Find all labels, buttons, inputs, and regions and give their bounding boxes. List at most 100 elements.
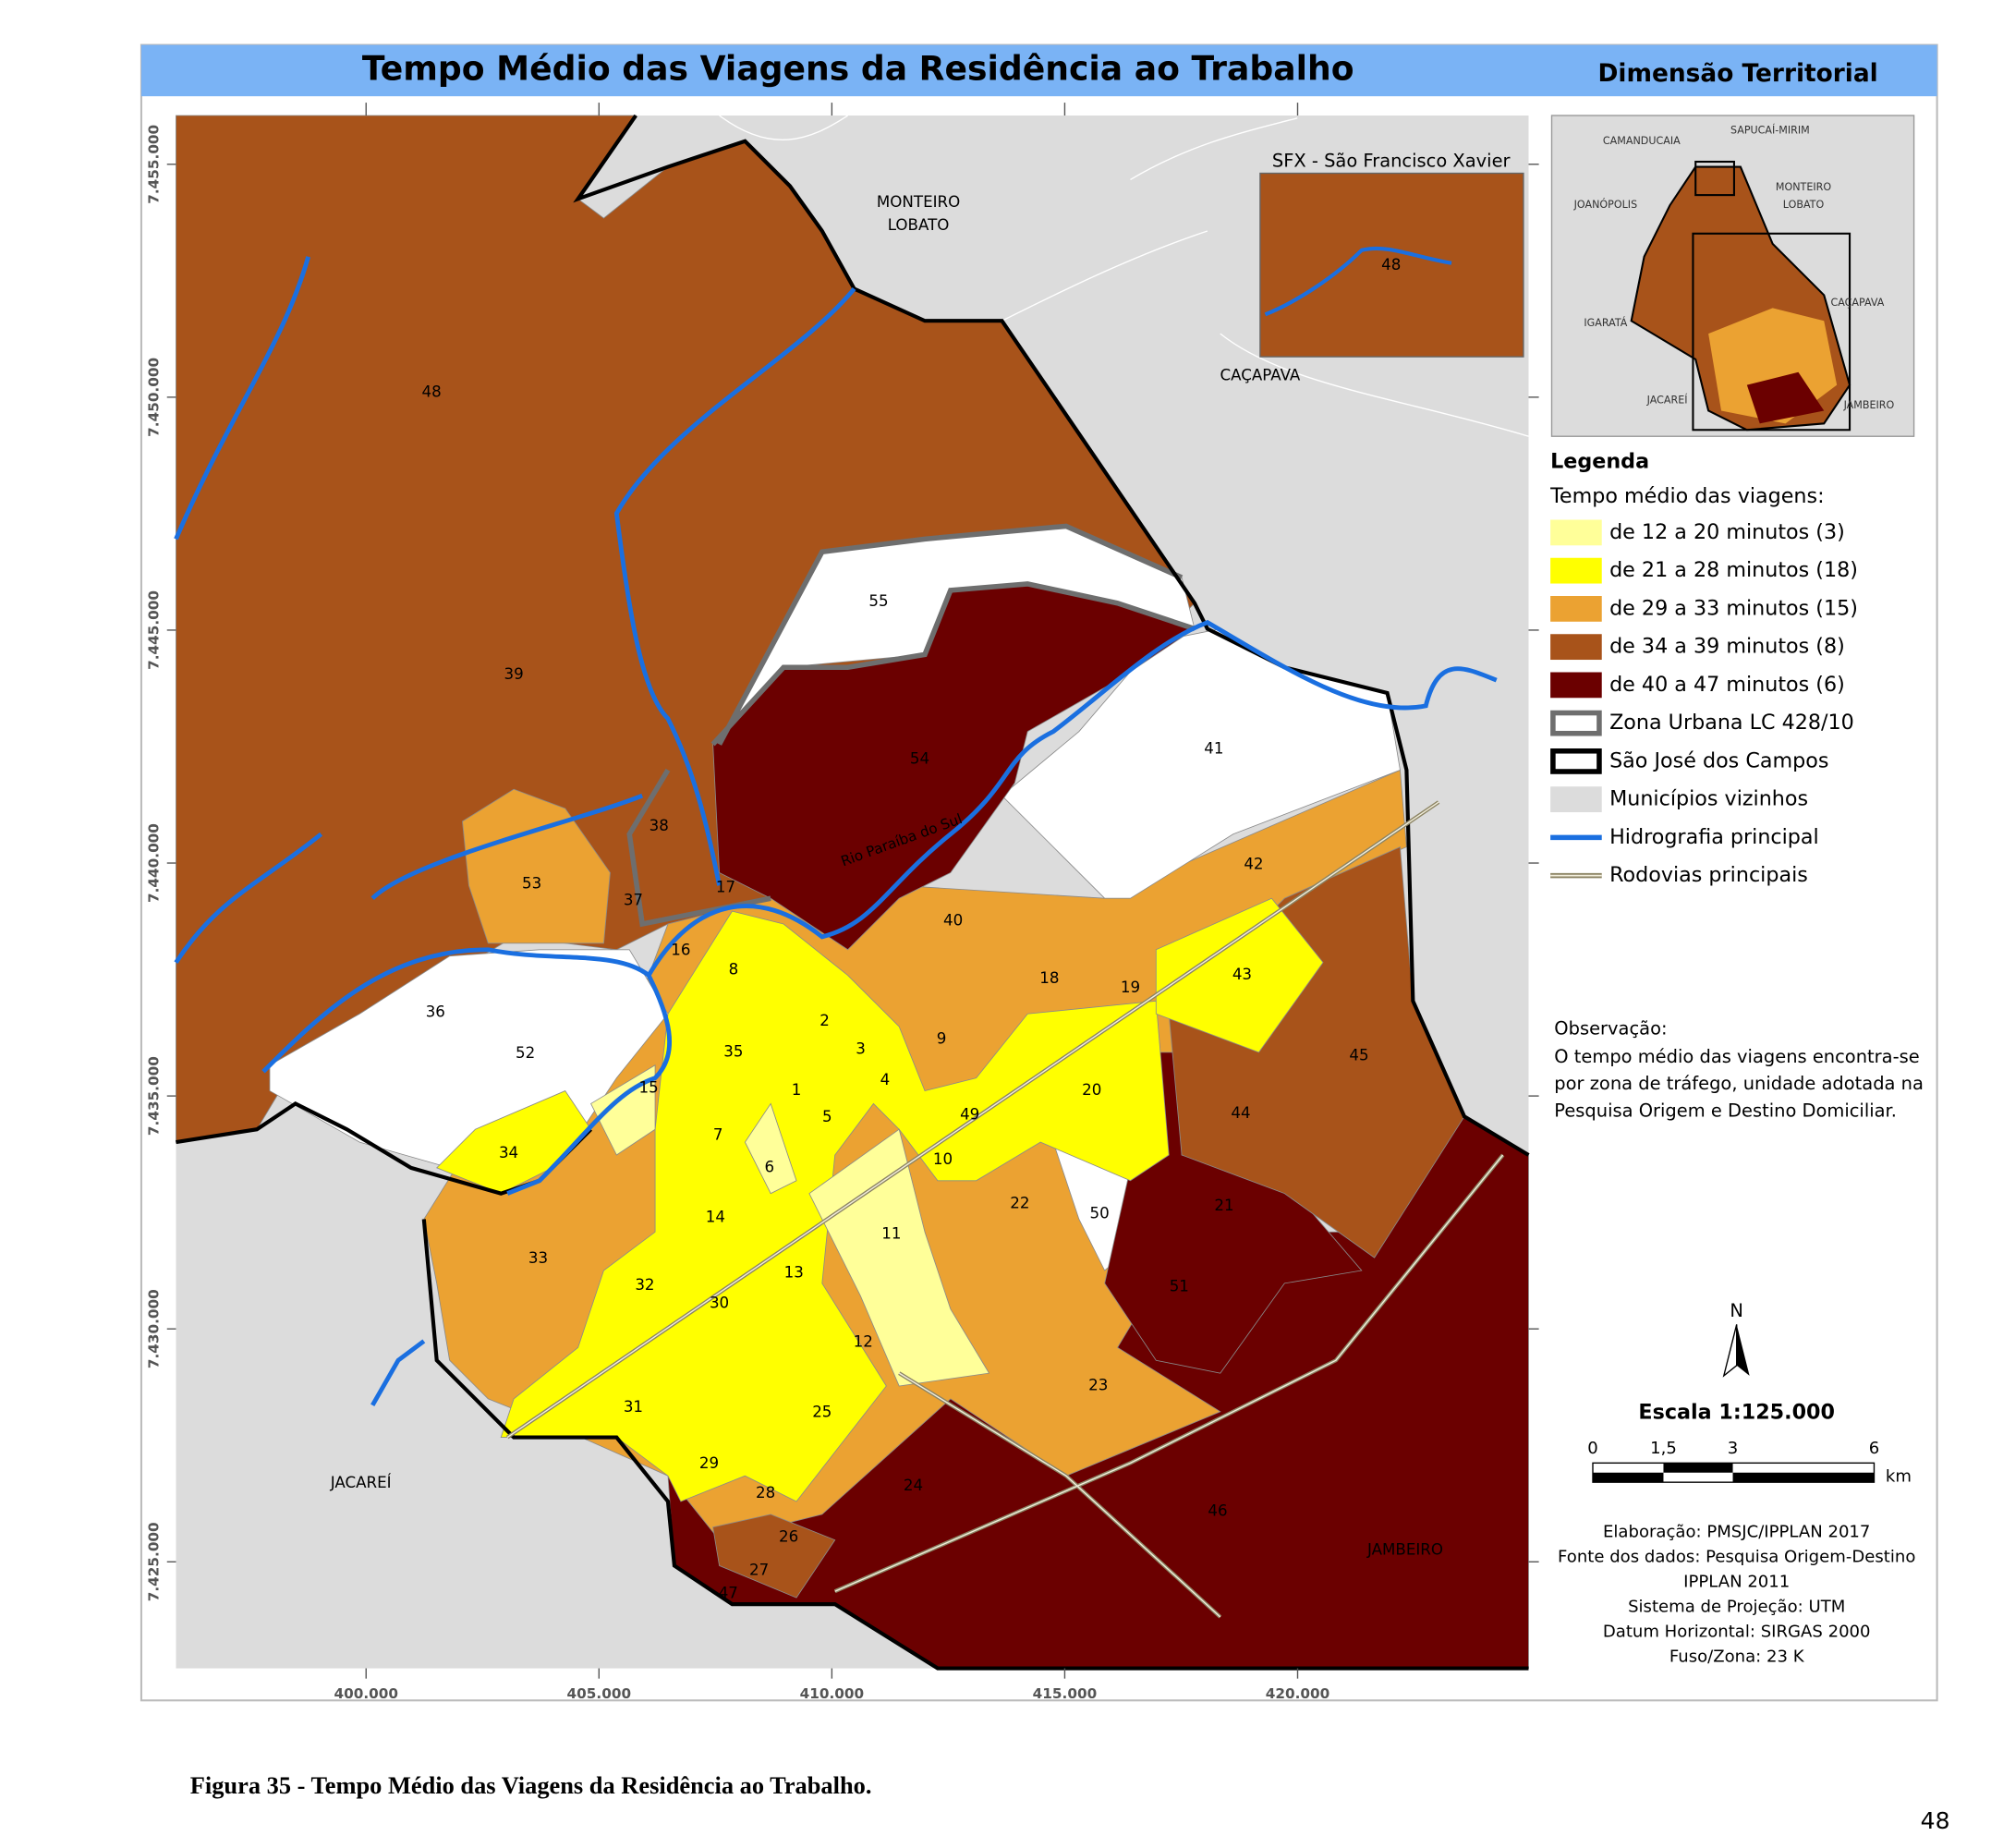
legend-label: Municípios vizinhos <box>1609 787 1808 811</box>
legend-label: de 12 a 20 minutos (3) <box>1609 520 1845 544</box>
legend-swatch <box>1550 596 1602 622</box>
place-label: MONTEIRO <box>877 193 960 211</box>
x-coordinate-label: 410.000 <box>800 1685 865 1702</box>
scale-tick: 0 <box>1587 1439 1597 1458</box>
zone-label: 46 <box>1208 1502 1227 1520</box>
zone-label: 41 <box>1204 740 1223 758</box>
zone-label: 29 <box>699 1454 719 1472</box>
legend-label: Zona Urbana LC 428/10 <box>1609 711 1854 735</box>
page-number: 48 <box>1921 1807 1950 1834</box>
zone-label: 35 <box>723 1042 743 1060</box>
note-title: Observação: <box>1554 1017 1667 1039</box>
zone-label: 37 <box>624 892 643 909</box>
zone-label: 34 <box>499 1144 518 1161</box>
legend-label: São José dos Campos <box>1609 748 1828 772</box>
zone-label: 24 <box>904 1477 923 1494</box>
place-label: CAÇAPAVA <box>1220 366 1300 383</box>
legend-subtitle: Tempo médio das viagens: <box>1549 484 1824 508</box>
zone-label: 50 <box>1090 1204 1110 1222</box>
x-coordinate-label: 400.000 <box>334 1685 398 1702</box>
map-title: Tempo Médio das Viagens da Residência ao… <box>362 48 1354 88</box>
zone-label: 1 <box>792 1081 802 1099</box>
zone-label: 53 <box>522 874 541 892</box>
zone-label: 5 <box>822 1108 832 1125</box>
zone-shape <box>462 788 611 944</box>
y-coordinate-label: 7.430.000 <box>145 1289 162 1368</box>
zone-label: 20 <box>1082 1081 1101 1099</box>
title-bar <box>140 44 1937 97</box>
zone-label: 40 <box>943 912 963 930</box>
zone-label: 43 <box>1232 966 1252 983</box>
highway-core <box>506 801 1504 1618</box>
locator-label: LOBATO <box>1783 199 1825 211</box>
zone-shape <box>1155 897 1324 1053</box>
urban-zone-outline <box>626 523 1196 928</box>
locator-label: JACAREÍ <box>1646 394 1688 406</box>
legend-swatch <box>1550 786 1602 813</box>
zone-label: 21 <box>1214 1197 1233 1214</box>
zone-label: 22 <box>1010 1194 1029 1211</box>
zone-label: 48 <box>1381 256 1401 274</box>
inset-sfx: SFX - São Francisco Xavier 48 <box>1259 151 1524 358</box>
zone-label: 45 <box>1349 1047 1368 1064</box>
legend-swatch <box>1550 634 1602 661</box>
main-map: Rio Paraíba do Sul MONTEIRO LOBATO CAÇAP… <box>174 114 1530 1671</box>
zone-shape <box>744 1102 797 1195</box>
zone-label: 13 <box>784 1263 804 1281</box>
map-subtitle: Dimensão Territorial <box>1597 59 1877 88</box>
zone-label: 2 <box>819 1012 830 1029</box>
scale-tick: 3 <box>1728 1439 1738 1458</box>
legend-label: Rodovias principais <box>1609 863 1808 887</box>
river <box>1264 246 1452 317</box>
zone-label: 3 <box>856 1040 866 1058</box>
zone-label: 19 <box>1121 979 1140 996</box>
place-label: JACAREÍ <box>330 1474 392 1491</box>
scale-tick: 6 <box>1869 1439 1879 1458</box>
zone-label: 44 <box>1231 1104 1250 1122</box>
legend-label: de 34 a 39 minutos (8) <box>1609 635 1845 659</box>
legend: de 12 a 20 minutos (3) de 21 a 28 minutos… <box>1550 519 1858 887</box>
legend-swatch <box>1550 672 1602 699</box>
zone-label: 10 <box>933 1150 953 1168</box>
credit-line: Fonte dos dados: Pesquisa Origem-Destino <box>1558 1547 1915 1566</box>
scale-segment <box>1663 1463 1733 1473</box>
locator-extent <box>1692 232 1851 432</box>
north-label: N <box>1730 1300 1743 1321</box>
zone-shape <box>712 1514 836 1599</box>
zone-label: 36 <box>426 1003 445 1020</box>
coordinate-labels: 7.455.000 7.450.000 7.445.000 7.440.000 7.43… <box>145 103 1539 1702</box>
y-coordinate-label: 7.425.000 <box>145 1522 162 1601</box>
zone-label: 25 <box>812 1404 832 1421</box>
locator-urban <box>1746 371 1825 424</box>
zone-label: 28 <box>756 1484 775 1502</box>
zone-label: 12 <box>854 1332 873 1350</box>
scale-tick: 1,5 <box>1650 1439 1677 1458</box>
zone-label: 38 <box>650 817 669 834</box>
zone-label: 32 <box>635 1276 654 1294</box>
locator-extent <box>1694 160 1735 197</box>
scale-unit: km <box>1886 1467 1912 1487</box>
legend-swatch <box>1550 519 1602 546</box>
scale-bar <box>1592 1462 1876 1483</box>
locator-label: CAMANDUCAIA <box>1603 135 1681 147</box>
zone-label: 47 <box>719 1585 738 1602</box>
locator-label: MONTEIRO <box>1776 181 1831 193</box>
zone-label: 17 <box>716 879 735 896</box>
locator-label: SAPUCAÍ-MIRIM <box>1730 125 1810 137</box>
zone-label: 7 <box>713 1126 723 1144</box>
y-coordinate-label: 7.435.000 <box>145 1056 162 1136</box>
zone-label: 52 <box>516 1044 535 1062</box>
zone-label: 54 <box>910 750 929 768</box>
note-line: por zona de tráfego, unidade adotada na <box>1554 1073 1924 1094</box>
credit-line: Datum Horizontal: SIRGAS 2000 <box>1603 1623 1871 1642</box>
zone-label: 26 <box>779 1527 798 1545</box>
place-label: JAMBEIRO <box>1366 1540 1443 1558</box>
zone-label: 27 <box>749 1562 769 1579</box>
credits: Elaboração: PMSJC/IPPLAN 2017 Fonte dos d… <box>1558 1522 1915 1666</box>
river <box>174 256 1498 1407</box>
zone-label: 48 <box>422 383 442 401</box>
neighbor-borders <box>719 115 1529 437</box>
zone-label: 4 <box>880 1071 891 1088</box>
locator-label: IGARATÁ <box>1584 317 1627 329</box>
